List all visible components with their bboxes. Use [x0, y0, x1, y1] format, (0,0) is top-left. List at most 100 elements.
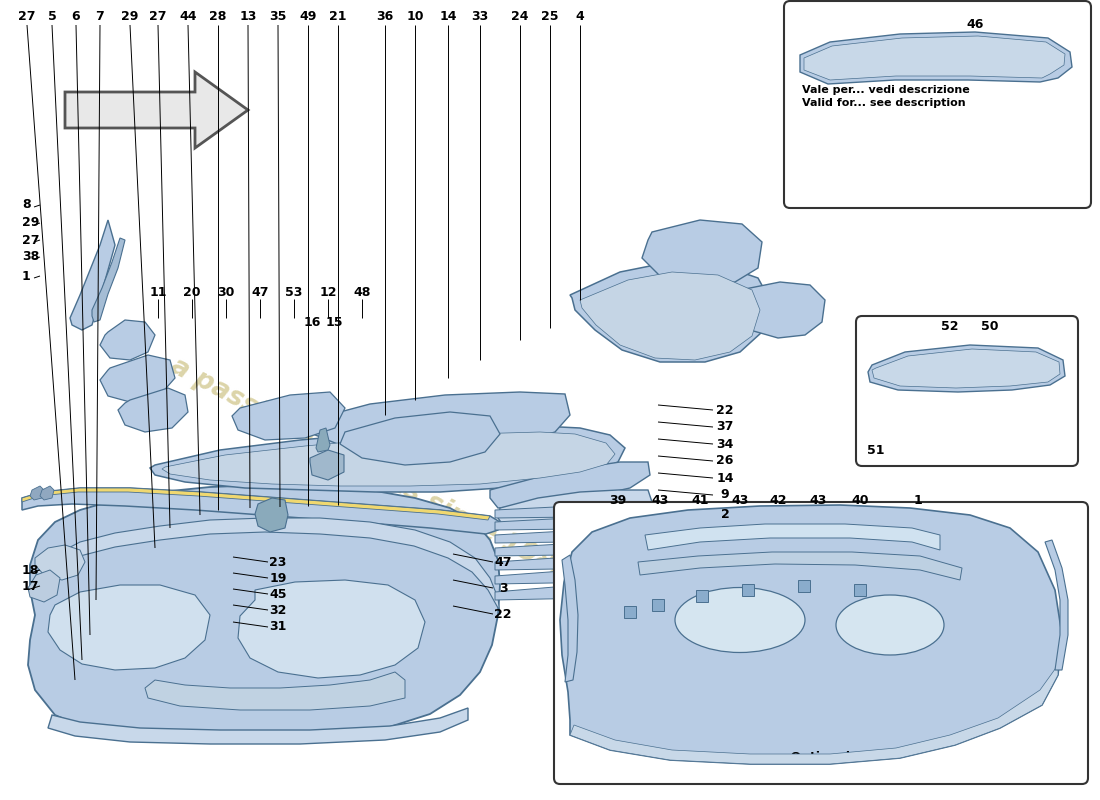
Text: 47: 47 — [494, 555, 512, 569]
Polygon shape — [804, 36, 1065, 80]
Text: 30: 30 — [218, 286, 234, 298]
Text: 53: 53 — [285, 286, 303, 298]
Text: 42: 42 — [769, 494, 786, 506]
Text: 52: 52 — [942, 319, 959, 333]
Text: 20: 20 — [184, 286, 200, 298]
Text: 7: 7 — [96, 10, 104, 23]
Text: 5: 5 — [47, 10, 56, 23]
Bar — [742, 584, 754, 596]
Text: 2: 2 — [720, 507, 729, 521]
Text: 12: 12 — [319, 286, 337, 298]
Text: 34: 34 — [716, 438, 734, 450]
Polygon shape — [162, 432, 615, 486]
Polygon shape — [232, 392, 345, 440]
Text: 39: 39 — [609, 494, 627, 506]
Ellipse shape — [836, 595, 944, 655]
FancyBboxPatch shape — [856, 316, 1078, 466]
Text: 1: 1 — [22, 270, 31, 282]
Text: 26: 26 — [716, 454, 734, 467]
Polygon shape — [30, 486, 44, 500]
Polygon shape — [570, 665, 1058, 764]
Polygon shape — [65, 72, 248, 148]
Polygon shape — [570, 262, 770, 362]
Text: 22: 22 — [494, 607, 512, 621]
Text: 3: 3 — [498, 582, 507, 594]
Polygon shape — [28, 570, 60, 602]
Text: 40: 40 — [851, 494, 869, 506]
Polygon shape — [495, 540, 632, 556]
Polygon shape — [800, 32, 1072, 84]
Text: 1: 1 — [914, 494, 923, 506]
Text: 18: 18 — [22, 563, 40, 577]
Text: 27: 27 — [19, 10, 35, 23]
Polygon shape — [580, 272, 760, 360]
Polygon shape — [145, 672, 405, 710]
Text: 4: 4 — [575, 10, 584, 23]
Text: 43: 43 — [732, 494, 749, 506]
Text: 6: 6 — [72, 10, 80, 23]
Text: 22: 22 — [716, 403, 734, 417]
Text: 29: 29 — [121, 10, 139, 23]
Polygon shape — [642, 220, 762, 285]
Text: 51: 51 — [867, 445, 884, 458]
Text: 48: 48 — [353, 286, 371, 298]
Polygon shape — [310, 450, 344, 480]
Text: 44: 44 — [179, 10, 197, 23]
Polygon shape — [340, 412, 500, 465]
Text: 43: 43 — [651, 494, 669, 506]
Text: 49: 49 — [299, 10, 317, 23]
Ellipse shape — [675, 587, 805, 653]
Polygon shape — [40, 486, 54, 500]
Bar — [854, 584, 866, 596]
Polygon shape — [255, 498, 288, 532]
Text: 28: 28 — [209, 10, 227, 23]
Text: 45: 45 — [270, 587, 287, 601]
Text: 14: 14 — [716, 471, 734, 485]
Text: 43: 43 — [810, 494, 827, 506]
Text: 27: 27 — [150, 10, 167, 23]
Text: 15: 15 — [326, 315, 343, 329]
Text: 33: 33 — [472, 10, 488, 23]
Polygon shape — [495, 502, 660, 518]
Polygon shape — [495, 514, 650, 530]
Text: 35: 35 — [270, 10, 287, 23]
Polygon shape — [30, 518, 500, 615]
Polygon shape — [35, 545, 85, 580]
Text: Valid for... see description: Valid for... see description — [802, 98, 966, 108]
Text: 14: 14 — [439, 10, 456, 23]
Text: 16: 16 — [304, 315, 321, 329]
Text: 23: 23 — [270, 555, 287, 569]
Text: 31: 31 — [270, 621, 287, 634]
Polygon shape — [868, 345, 1065, 392]
Polygon shape — [118, 388, 188, 432]
Polygon shape — [316, 428, 330, 452]
Text: 17: 17 — [22, 579, 40, 593]
Polygon shape — [70, 220, 116, 330]
Bar — [624, 606, 636, 618]
Text: 11: 11 — [150, 286, 167, 298]
Polygon shape — [495, 527, 642, 543]
Text: 27: 27 — [22, 234, 40, 246]
Polygon shape — [495, 584, 595, 600]
Text: 46: 46 — [966, 18, 983, 31]
Polygon shape — [560, 505, 1062, 764]
Text: 13: 13 — [240, 10, 256, 23]
Polygon shape — [638, 552, 962, 580]
Polygon shape — [238, 580, 425, 678]
Polygon shape — [872, 349, 1060, 388]
Text: 25: 25 — [541, 10, 559, 23]
Text: 9: 9 — [720, 489, 729, 502]
FancyBboxPatch shape — [554, 502, 1088, 784]
Polygon shape — [22, 488, 500, 534]
Polygon shape — [738, 282, 825, 338]
Text: 36: 36 — [376, 10, 394, 23]
Text: a passion for parts since 1985: a passion for parts since 1985 — [166, 354, 574, 586]
Polygon shape — [495, 554, 620, 570]
Text: Vale per... vedi descrizione: Vale per... vedi descrizione — [802, 85, 970, 95]
Text: - Optional -: - Optional - — [781, 751, 859, 764]
Text: 21: 21 — [329, 10, 346, 23]
FancyBboxPatch shape — [784, 1, 1091, 208]
Text: 50: 50 — [981, 319, 999, 333]
Bar — [696, 590, 708, 602]
Text: 19: 19 — [270, 571, 287, 585]
